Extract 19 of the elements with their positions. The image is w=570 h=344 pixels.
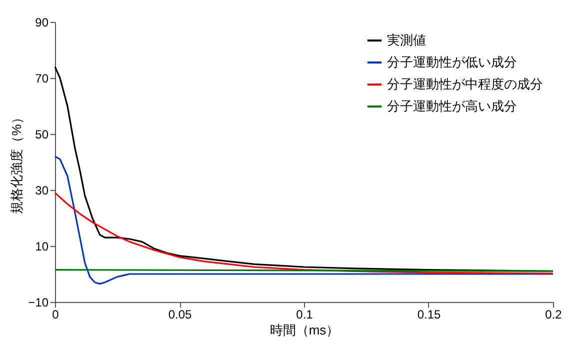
x-axis-title: 時間（ms） xyxy=(270,322,340,338)
y-tick-label: 90 xyxy=(35,16,49,30)
legend-label: 分子運動性が低い成分 xyxy=(387,54,517,70)
x-tick-label: 0 xyxy=(52,308,60,322)
legend-label: 分子運動性が中程度の成分 xyxy=(387,76,543,92)
line-series xyxy=(54,156,554,285)
y-tick-label: 70 xyxy=(35,72,49,86)
x-tick-label: 0.2 xyxy=(545,308,562,322)
x-tick-label: 0.15 xyxy=(417,308,441,322)
y-axis-title: 規格化強度（%） xyxy=(9,111,24,214)
legend-label: 分子運動性が高い成分 xyxy=(387,98,517,114)
x-tick-label: 0.05 xyxy=(168,308,192,322)
line-series xyxy=(54,192,554,274)
y-tick-label: −10 xyxy=(28,296,49,310)
y-tick-label: 30 xyxy=(35,184,49,198)
y-tick-label: 10 xyxy=(35,240,49,254)
x-tick-label: 0.1 xyxy=(296,308,314,322)
y-tick-label: 50 xyxy=(35,128,49,142)
legend-label: 実測値 xyxy=(387,32,426,48)
